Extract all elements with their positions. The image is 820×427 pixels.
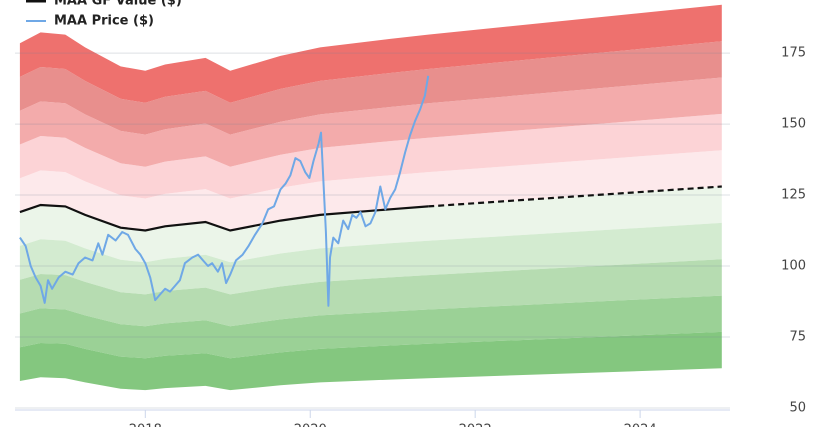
band <box>19 113 722 199</box>
y-tick-label: 150 <box>781 117 806 132</box>
band <box>19 4 722 103</box>
legend-label[interactable]: MAA Price ($) <box>54 14 154 29</box>
band <box>19 150 722 231</box>
band <box>19 222 722 295</box>
y-tick-label: 50 <box>789 401 806 416</box>
gf-value-line <box>19 203 429 232</box>
x-tick-label: 2020 <box>294 423 327 427</box>
y-tick-label: 125 <box>781 188 806 203</box>
legend: MAA GF Value ($) MAA Price ($) <box>26 0 182 29</box>
plot-area <box>15 4 730 418</box>
band <box>19 41 722 135</box>
band <box>19 186 722 263</box>
gf-value-projection <box>428 185 722 208</box>
y-tick-label: 100 <box>781 259 806 274</box>
band <box>19 331 722 391</box>
band <box>19 259 722 327</box>
band <box>19 77 722 167</box>
band <box>19 295 722 359</box>
x-tick-label: 2022 <box>459 423 492 427</box>
y-tick-label: 75 <box>789 330 806 345</box>
legend-label[interactable]: MAA GF Value ($) <box>54 0 182 9</box>
price-line <box>19 75 430 307</box>
x-tick-label: 2018 <box>129 423 162 427</box>
y-tick-label: 175 <box>781 46 806 61</box>
x-tick-label: 2024 <box>624 423 657 427</box>
